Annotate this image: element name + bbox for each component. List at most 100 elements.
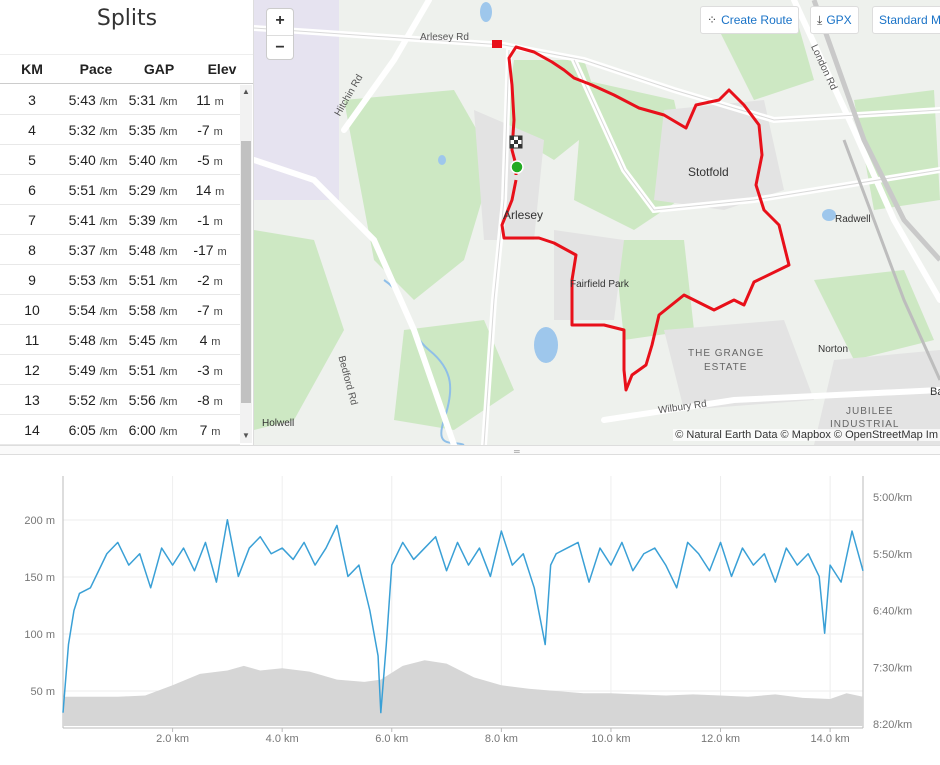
split-elev-value: -8 bbox=[197, 392, 210, 408]
map-style-button[interactable]: Standard M bbox=[872, 6, 940, 34]
split-row[interactable]: 12 5:49 /km 5:51 /km -3 m bbox=[0, 355, 240, 385]
split-gap: 5:51 /km bbox=[122, 362, 184, 378]
split-row[interactable]: 5 5:40 /km 5:40 /km -5 m bbox=[0, 145, 240, 175]
split-gap: 5:35 /km bbox=[122, 122, 184, 138]
x-tick-label: 12.0 km bbox=[701, 733, 740, 745]
create-route-label: Create Route bbox=[721, 13, 793, 27]
download-icon: ⤓ bbox=[817, 13, 823, 27]
split-gap: 5:58 /km bbox=[122, 302, 184, 318]
split-row[interactable]: 7 5:41 /km 5:39 /km -1 m bbox=[0, 205, 240, 235]
gap-unit: /km bbox=[159, 186, 178, 198]
split-pace-value: 5:52 bbox=[68, 392, 96, 408]
split-km: 5 bbox=[28, 152, 36, 168]
split-gap: 5:29 /km bbox=[122, 182, 184, 198]
gap-unit: /km bbox=[159, 246, 178, 258]
split-gap: 5:45 /km bbox=[122, 332, 184, 348]
split-pace: 5:54 /km bbox=[62, 302, 124, 318]
split-gap: 5:51 /km bbox=[122, 272, 184, 288]
split-elev: 11 m bbox=[184, 92, 236, 108]
start-marker bbox=[510, 160, 524, 174]
split-elev-value: 14 bbox=[195, 182, 212, 198]
map-label-arlesey: Arlesey bbox=[503, 208, 544, 222]
split-row[interactable]: 6 5:51 /km 5:29 /km 14 m bbox=[0, 175, 240, 205]
split-row[interactable]: 14 6:05 /km 6:00 /km 7 m bbox=[0, 415, 240, 445]
pace-unit: /km bbox=[99, 336, 118, 348]
elev-unit: m bbox=[213, 276, 223, 288]
split-gap: 5:31 /km bbox=[122, 92, 184, 108]
splits-scrollbar[interactable]: ▲ ▼ bbox=[240, 85, 252, 443]
split-gap: 6:00 /km bbox=[122, 422, 184, 438]
split-pace: 6:05 /km bbox=[62, 422, 124, 438]
elevation-area bbox=[63, 660, 863, 726]
split-gap-value: 5:56 bbox=[128, 392, 156, 408]
map-label-edge: Ba bbox=[930, 386, 940, 398]
split-elev-value: -7 bbox=[197, 302, 210, 318]
split-elev: 4 m bbox=[184, 332, 236, 348]
elev-unit: m bbox=[213, 306, 223, 318]
split-gap-value: 5:31 bbox=[128, 92, 156, 108]
split-row[interactable]: 9 5:53 /km 5:51 /km -2 m bbox=[0, 265, 240, 295]
split-elev: 7 m bbox=[184, 422, 236, 438]
split-gap-value: 5:48 bbox=[128, 242, 156, 258]
x-tick-label: 14.0 km bbox=[811, 733, 850, 745]
y-right-tick-label: 7:30/km bbox=[873, 662, 912, 674]
gap-unit: /km bbox=[159, 426, 178, 438]
split-pace: 5:37 /km bbox=[62, 242, 124, 258]
split-pace-value: 5:51 bbox=[68, 182, 96, 198]
splits-table-header: KM Pace GAP Elev bbox=[0, 54, 253, 84]
zoom-in-button[interactable]: + bbox=[275, 12, 285, 29]
pace-unit: /km bbox=[99, 276, 118, 288]
create-route-button[interactable]: ⁘ Create Route bbox=[700, 6, 800, 34]
split-elev: -8 m bbox=[184, 392, 236, 408]
scroll-down-arrow-icon[interactable]: ▼ bbox=[242, 431, 250, 440]
x-tick-label: 2.0 km bbox=[156, 733, 189, 745]
scroll-thumb[interactable] bbox=[241, 141, 251, 403]
split-elev: -5 m bbox=[184, 152, 236, 168]
split-km: 13 bbox=[24, 392, 40, 408]
split-gap-value: 6:00 bbox=[128, 422, 156, 438]
split-elev-value: -2 bbox=[197, 272, 210, 288]
split-row[interactable]: 4 5:32 /km 5:35 /km -7 m bbox=[0, 115, 240, 145]
split-elev: -17 m bbox=[184, 242, 236, 258]
pace-unit: /km bbox=[99, 96, 118, 108]
split-pace-value: 5:32 bbox=[68, 122, 96, 138]
gap-unit: /km bbox=[159, 366, 178, 378]
split-pace-value: 5:40 bbox=[68, 152, 96, 168]
gpx-label: GPX bbox=[826, 13, 852, 27]
map-label-jubilee: JUBILEE bbox=[846, 406, 894, 417]
zoom-out-button[interactable]: − bbox=[267, 35, 293, 61]
split-row[interactable]: 10 5:54 /km 5:58 /km -7 m bbox=[0, 295, 240, 325]
panel-resize-divider[interactable]: ═ bbox=[0, 445, 940, 456]
split-row[interactable]: 3 5:43 /km 5:31 /km 11 m bbox=[0, 85, 240, 115]
elevation-pace-chart[interactable]: 2.0 km 4.0 km 6.0 km 8.0 km 10.0 km 12.0 km 14… bbox=[0, 456, 940, 765]
header-km: KM bbox=[21, 61, 43, 77]
split-pace-value: 5:48 bbox=[68, 332, 96, 348]
x-tick-label: 4.0 km bbox=[266, 733, 299, 745]
split-elev-value: -17 bbox=[193, 242, 214, 258]
y-left-tick-label: 200 m bbox=[24, 515, 55, 527]
split-row[interactable]: 8 5:37 /km 5:48 /km -17 m bbox=[0, 235, 240, 265]
gap-unit: /km bbox=[159, 336, 178, 348]
drag-handle-icon[interactable]: ═ bbox=[514, 447, 520, 456]
split-pace-value: 6:05 bbox=[68, 422, 96, 438]
splits-panel: Splits KM Pace GAP Elev 3 5:43 /km 5:31 /k… bbox=[0, 0, 254, 445]
split-elev-value: 4 bbox=[199, 332, 208, 348]
map-label-radwell: Radwell bbox=[835, 214, 871, 225]
split-gap: 5:39 /km bbox=[122, 212, 184, 228]
elev-unit: m bbox=[213, 156, 223, 168]
scroll-up-arrow-icon[interactable]: ▲ bbox=[242, 87, 250, 96]
split-km: 7 bbox=[28, 212, 36, 228]
split-pace: 5:43 /km bbox=[62, 92, 124, 108]
map-attribution[interactable]: © Natural Earth Data © Mapbox © OpenStre… bbox=[673, 429, 940, 441]
map-label-arlesey-rd: Arlesey Rd bbox=[420, 32, 469, 43]
gpx-button[interactable]: ⤓ GPX bbox=[810, 6, 859, 34]
split-row[interactable]: 11 5:48 /km 5:45 /km 4 m bbox=[0, 325, 240, 355]
header-gap: GAP bbox=[143, 61, 175, 77]
pace-unit: /km bbox=[99, 126, 118, 138]
split-elev-value: -1 bbox=[197, 212, 210, 228]
split-pace: 5:51 /km bbox=[62, 182, 124, 198]
route-map[interactable]: + − ⁘ Create Route ⤓ GPX Standard M Arlese… bbox=[254, 0, 940, 445]
split-row[interactable]: 13 5:52 /km 5:56 /km -8 m bbox=[0, 385, 240, 415]
splits-table-body[interactable]: 3 5:43 /km 5:31 /km 11 m 4 5:32 /km 5:35 /km -7… bbox=[0, 85, 240, 445]
map-label-stotfold: Stotfold bbox=[688, 165, 729, 179]
